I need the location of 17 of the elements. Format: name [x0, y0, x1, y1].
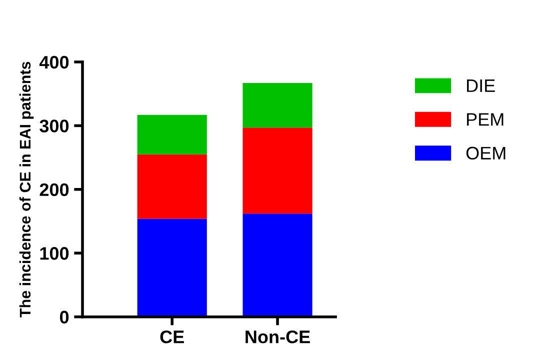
x-tick-label: Non-CE [246, 330, 310, 344]
bar [137, 218, 207, 317]
y-axis-title: The incidence of CE in EAI patients [19, 62, 34, 318]
bar [242, 214, 312, 317]
y-tick-label: 0 [60, 310, 69, 324]
y-tick-label: 100 [40, 247, 69, 260]
legend-label: PEM [467, 113, 504, 126]
bar [137, 154, 207, 219]
bar [137, 114, 207, 154]
y-tick-label: 400 [39, 56, 69, 69]
x-tick-label: CE [160, 330, 184, 344]
bar [242, 128, 312, 214]
bar [242, 82, 312, 128]
legend-label: OEM [466, 146, 506, 160]
legend-label: DIE [467, 80, 495, 92]
y-tick-label: 200 [40, 183, 69, 196]
y-tick-label: 300 [40, 120, 69, 132]
